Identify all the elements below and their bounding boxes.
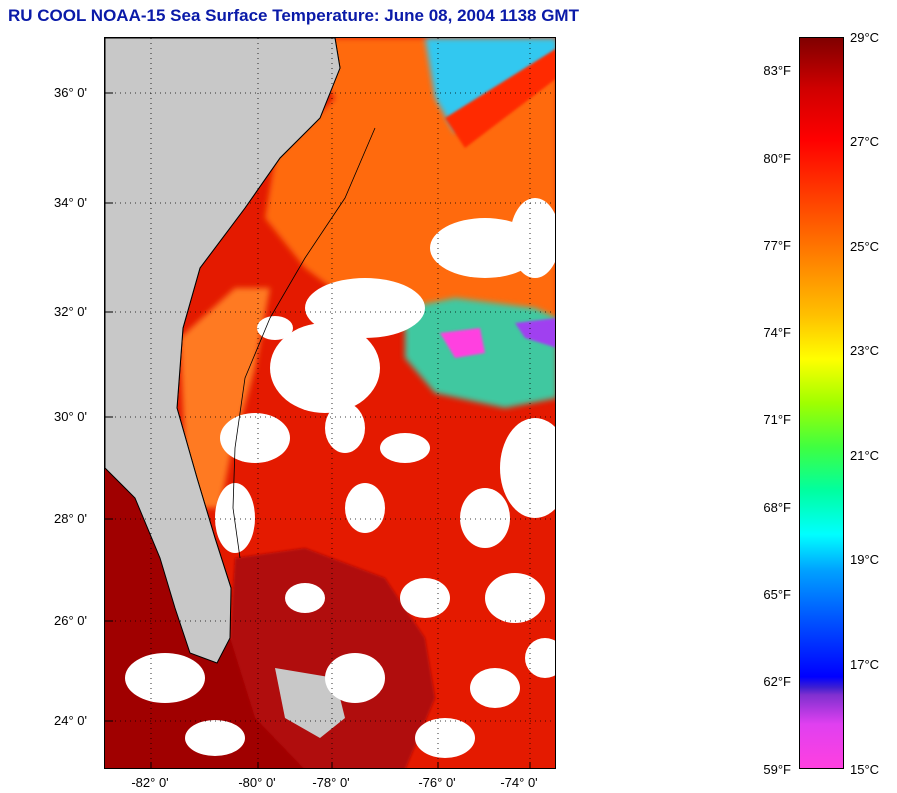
lon-label-80: -80° 0' (238, 775, 276, 790)
colorbar-c-29: 29°C (850, 30, 880, 45)
colorbar-c-19: 19°C (850, 552, 880, 567)
colorbar-c-21: 21°C (850, 448, 880, 463)
lat-label-26: 26° 0' (54, 613, 87, 628)
colorbar-c-25: 25°C (850, 239, 880, 254)
lon-label-76: -76° 0' (418, 775, 456, 790)
colorbar-f-59: 59°F (763, 762, 791, 777)
lon-label-78: -78° 0' (312, 775, 350, 790)
axis-ticks (105, 92, 531, 768)
colorbar-f-77: 77°F (763, 238, 791, 253)
lat-label-24: 24° 0' (54, 713, 87, 728)
bathymetry-contour (232, 127, 376, 559)
lon-label-74: -74° 0' (500, 775, 538, 790)
lat-label-28: 28° 0' (54, 511, 87, 526)
colorbar-f-83: 83°F (763, 63, 791, 78)
lat-label-34: 34° 0' (54, 195, 87, 210)
colorbar-f-62: 62°F (763, 674, 791, 689)
colorbar-f-68: 68°F (763, 500, 791, 515)
map-title: RU COOL NOAA-15 Sea Surface Temperature:… (8, 6, 579, 25)
temperature-colorbar (799, 37, 844, 769)
colorbar-f-74: 74°F (763, 325, 791, 340)
colorbar-f-80: 80°F (763, 151, 791, 166)
colorbar-c-15: 15°C (850, 762, 880, 777)
colorbar-f-65: 65°F (763, 587, 791, 602)
land-outline (105, 38, 341, 664)
warm-filament (445, 49, 555, 148)
colorbar-f-71: 71°F (763, 412, 791, 427)
lat-label-32: 32° 0' (54, 304, 87, 319)
cold-patch-east (515, 318, 555, 348)
cool-water-north (425, 38, 555, 133)
colorbar-c-17: 17°C (850, 657, 880, 672)
cloud-cover (125, 198, 555, 758)
colorbar-c-23: 23°C (850, 343, 880, 358)
lon-label-82: -82° 0' (131, 775, 169, 790)
florida-straits (230, 548, 435, 768)
colorbar-c-27: 27°C (850, 134, 880, 149)
lat-label-36: 36° 0' (54, 85, 87, 100)
sst-map-image (105, 38, 555, 768)
sst-map[interactable] (104, 37, 556, 769)
coastal-shelf (180, 288, 270, 508)
graticule (105, 38, 555, 768)
lat-label-30: 30° 0' (54, 409, 87, 424)
coldest-patch (440, 328, 485, 358)
